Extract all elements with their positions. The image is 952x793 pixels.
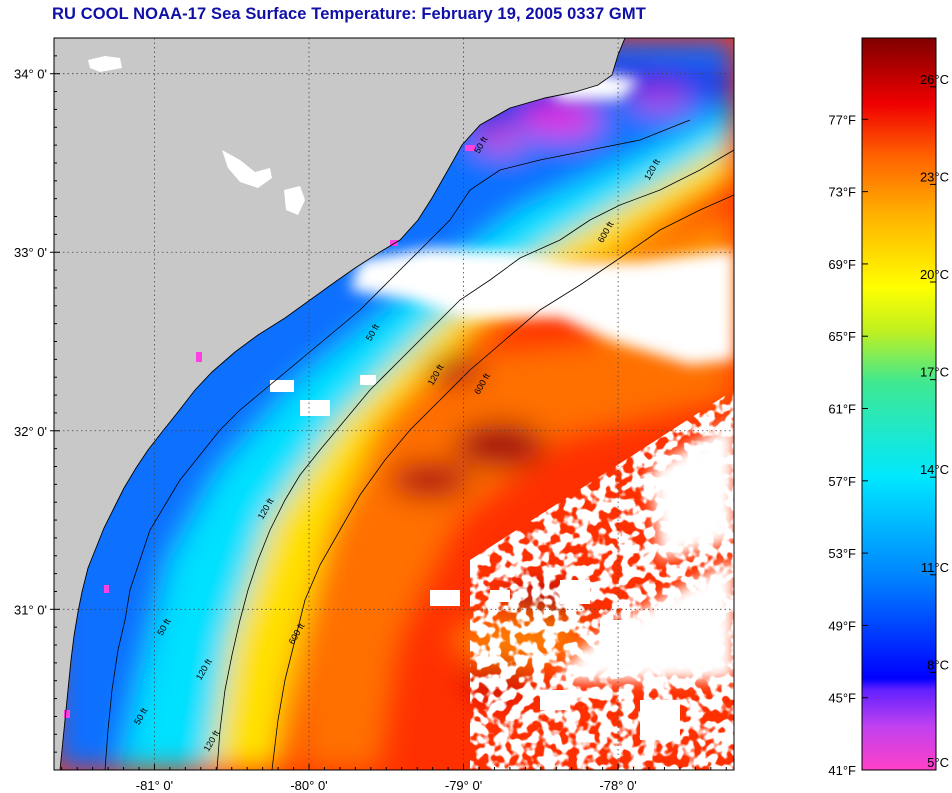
fahrenheit-tick-label-2: 69°F [828, 257, 856, 272]
colorbar-gradient [862, 38, 936, 770]
inland-clouds [88, 56, 305, 215]
contour-120ft [216, 149, 734, 770]
celsius-tick-label-0: 26°C [920, 72, 949, 87]
celsius-tick-label-7: 5°C [927, 755, 949, 770]
lat-tick-label-2: 32° 0' [14, 424, 47, 439]
lat-tick-label-1: 33° 0' [14, 245, 47, 260]
axis-ticks [50, 55, 727, 770]
coastline [59, 38, 626, 770]
fahrenheit-tick-label-5: 57°F [828, 474, 856, 489]
lon-tick-label-1: -80° 0' [290, 778, 327, 793]
lat-lon-grid [54, 38, 734, 770]
lon-tick-label-2: -79° 0' [445, 778, 482, 793]
colorbar-ticks [862, 86, 936, 771]
contour-600ft [271, 194, 734, 770]
fahrenheit-tick-label-4: 61°F [828, 402, 856, 417]
celsius-tick-label-6: 8°C [927, 657, 949, 672]
lon-tick-label-0: -81° 0' [136, 778, 173, 793]
fahrenheit-tick-label-3: 65°F [828, 329, 856, 344]
fahrenheit-tick-label-9: 41°F [828, 763, 856, 778]
colorbar: 26°C 23°C 20°C 17°C 14°C 11°C 8°C 5°C 77°F 73°F 69… [828, 37, 949, 778]
celsius-tick-label-4: 14°C [920, 462, 949, 477]
fahrenheit-tick-label-6: 53°F [828, 546, 856, 561]
celsius-tick-label-3: 17°C [920, 365, 949, 380]
land-mass [54, 38, 625, 770]
fahrenheit-tick-label-8: 45°F [828, 691, 856, 706]
axis-labels: 34° 0' 33° 0' 32° 0' 31° 0' -81° 0' -80° 0' -7… [14, 67, 637, 793]
lat-tick-label-0: 34° 0' [14, 67, 47, 82]
lat-tick-label-3: 31° 0' [14, 602, 47, 617]
coastal-cold-pixels [64, 145, 475, 718]
bathymetry-contours [104, 119, 734, 770]
fahrenheit-tick-label-1: 73°F [828, 185, 856, 200]
celsius-tick-label-5: 11°C [921, 560, 949, 575]
fahrenheit-tick-label-0: 77°F [828, 112, 856, 127]
contour-50ft [104, 119, 691, 770]
celsius-tick-label-2: 20°C [920, 267, 949, 282]
fahrenheit-tick-label-7: 49°F [828, 618, 856, 633]
map-frame [53, 37, 735, 771]
colorbar-frame [861, 37, 937, 771]
figure-title: RU COOL NOAA-17 Sea Surface Temperature:… [52, 5, 646, 23]
colorbar-labels: 26°C 23°C 20°C 17°C 14°C 11°C 8°C 5°C 77°F 73°F 69… [828, 72, 949, 778]
cloud-patches [270, 375, 680, 740]
lon-tick-label-3: -78° 0' [599, 778, 636, 793]
celsius-tick-label-1: 23°C [920, 169, 949, 184]
